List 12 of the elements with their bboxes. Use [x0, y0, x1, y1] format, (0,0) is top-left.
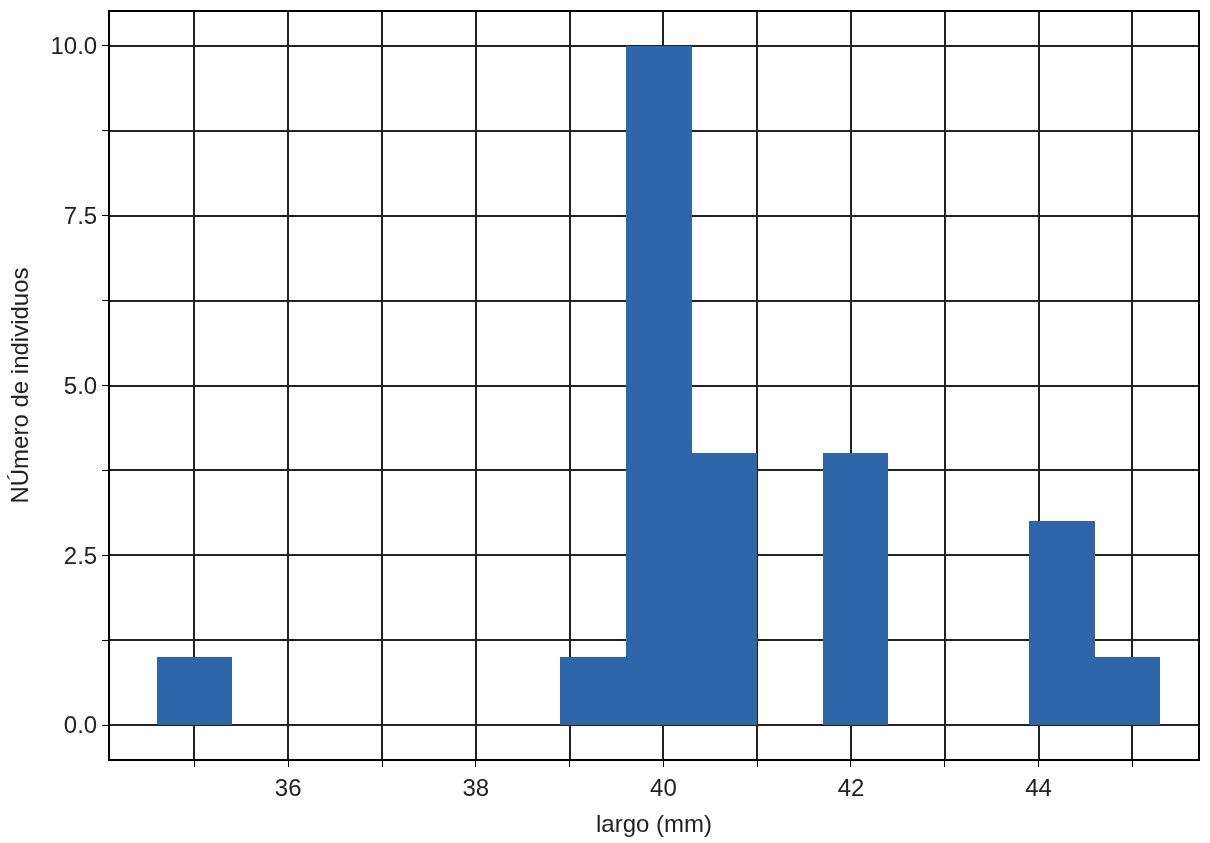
y-tick-label: 0.0	[63, 711, 98, 739]
y-tick-label: 7.5	[63, 202, 98, 230]
x-tick-label: 40	[650, 773, 677, 801]
y-tick-label: 5.0	[63, 371, 98, 399]
x-tick-label: 42	[837, 773, 865, 801]
y-tick-label: 10.0	[50, 32, 98, 60]
x-tick-label: 36	[274, 773, 302, 801]
y-tick-label: 2.5	[63, 541, 98, 569]
x-tick-label: 38	[462, 773, 490, 801]
y-axis-title: NÚmero de individuos	[6, 267, 34, 504]
x-axis-title: largo (mm)	[595, 809, 713, 837]
x-tick-label: 44	[1025, 773, 1052, 801]
